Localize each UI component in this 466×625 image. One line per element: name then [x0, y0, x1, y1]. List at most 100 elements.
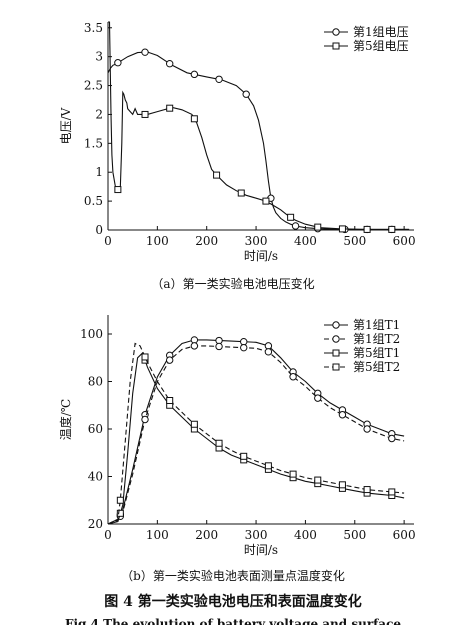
- voltage-data-point: [215, 75, 223, 83]
- voltage-data-point: [141, 110, 149, 118]
- voltage-data-point: [242, 90, 250, 98]
- temperature-legend-marker: [332, 321, 340, 329]
- temperature-data-point: [289, 470, 297, 478]
- voltage-data-point: [165, 59, 174, 68]
- temperature-legend-label: 第1组T2: [353, 332, 400, 346]
- voltage-series-1: [107, 48, 410, 234]
- temperature-data-point: [388, 488, 396, 496]
- temperature-data-point: [116, 496, 124, 504]
- temperature-x-tick-label: 200: [195, 528, 218, 542]
- temperature-x-tick-label: 500: [343, 528, 366, 542]
- voltage-x-tick-label: 100: [146, 234, 169, 248]
- voltage-y-tick-label: 1: [95, 165, 103, 179]
- voltage-legend-marker: [332, 42, 340, 50]
- voltage-data-point: [190, 70, 199, 79]
- temperature-data-point: [363, 486, 371, 494]
- voltage-data-point: [287, 213, 295, 221]
- temperature-data-point: [165, 356, 174, 364]
- temperature-y-tick-label: 80: [88, 375, 103, 389]
- voltage-data-point: [363, 225, 371, 233]
- temperature-series-line: [107, 352, 405, 525]
- temperature-y-tick-label: 60: [88, 422, 103, 436]
- temperature-data-point: [314, 394, 322, 402]
- voltage-x-tick-label: 0: [104, 234, 112, 248]
- voltage-data-point: [114, 186, 122, 194]
- voltage-y-tick-label: 0.5: [84, 194, 103, 208]
- temperature-x-tick-label: 0: [104, 528, 112, 542]
- temperature-series-line: [107, 345, 405, 525]
- temperature-data-point: [141, 353, 149, 361]
- voltage-series-line: [108, 21, 410, 230]
- temperature-data-point: [116, 509, 124, 517]
- voltage-data-point: [114, 59, 122, 67]
- temperature-y-tick-label: 100: [80, 327, 103, 341]
- temperature-chart: 0 100 200 300 400 500 600 20 40 60 80 100 时间/s 温度/℃ 第1…: [58, 315, 416, 557]
- temperature-data-point: [190, 420, 198, 428]
- voltage-x-tick-label: 500: [343, 234, 366, 248]
- temperature-x-tick-label: 300: [245, 528, 268, 542]
- temperature-data-point: [240, 452, 248, 460]
- temperature-data-point: [264, 462, 272, 470]
- temperature-legend-label: 第5组T1: [353, 346, 400, 360]
- temperature-data-point: [338, 481, 346, 489]
- voltage-chart: 0 100 200 300 400 500 600 0 0.5 1 1.5 2 2.5 3 3.5 时间/s 电…: [59, 21, 416, 263]
- temperature-legend-label: 第1组T1: [353, 318, 400, 332]
- voltage-subcaption: （a）第一类实验电池电压变化: [151, 276, 314, 291]
- voltage-y-tick-label: 2: [95, 107, 103, 121]
- temperature-series-2: [107, 342, 405, 525]
- temperature-legend-marker: [332, 335, 340, 343]
- temperature-legend-marker: [332, 349, 340, 357]
- temperature-subcaption: （b）第一类实验电池表面测量点温度变化: [121, 568, 345, 583]
- voltage-y-tick-label: 2.5: [84, 79, 103, 93]
- voltage-y-tick-label: 1.5: [84, 136, 103, 150]
- temperature-data-point: [215, 342, 223, 351]
- temperature-data-point: [141, 415, 149, 424]
- voltage-legend-label: 第1组电压: [353, 25, 409, 39]
- temperature-data-point: [314, 476, 322, 484]
- temperature-x-axis-label: 时间/s: [244, 543, 278, 557]
- voltage-data-point: [388, 225, 396, 233]
- temperature-legend-marker: [332, 363, 340, 371]
- temperature-y-axis-label: 温度/℃: [58, 399, 73, 440]
- voltage-x-tick-label: 400: [294, 234, 317, 248]
- temperature-series-line: [107, 339, 405, 525]
- temperature-x-tick-label: 600: [393, 528, 416, 542]
- voltage-legend-marker: [332, 28, 340, 36]
- voltage-series-line: [107, 51, 410, 230]
- voltage-x-tick-label: 200: [195, 234, 218, 248]
- temperature-x-tick-label: 100: [146, 528, 169, 542]
- temperature-data-point: [363, 425, 371, 433]
- voltage-data-point: [262, 197, 270, 205]
- temperature-series-3: [107, 352, 405, 525]
- voltage-x-tick-label: 300: [245, 234, 268, 248]
- temperature-data-point: [264, 348, 273, 356]
- voltage-y-tick-label: 3: [95, 50, 103, 64]
- voltage-x-axis-label: 时间/s: [244, 249, 278, 263]
- temperature-legend-label: 第5组T2: [353, 360, 400, 374]
- voltage-data-point: [237, 189, 245, 197]
- temperature-y-tick-label: 40: [88, 470, 103, 484]
- voltage-series-2: [108, 21, 410, 233]
- voltage-data-point: [166, 104, 174, 112]
- figure-title: 图 4 第一类实验电池电压和表面温度变化: [104, 593, 362, 610]
- temperature-data-point: [166, 397, 174, 404]
- voltage-legend-label: 第5组电压: [353, 39, 409, 53]
- voltage-y-tick-label: 3.5: [84, 21, 103, 35]
- temperature-y-tick-label: 20: [88, 517, 103, 531]
- temperature-data-point: [289, 373, 297, 381]
- temperature-data-point: [388, 434, 396, 443]
- temperature-data-point: [190, 342, 199, 350]
- temperature-x-tick-label: 400: [294, 528, 317, 542]
- voltage-data-point: [338, 225, 346, 233]
- voltage-data-point: [314, 223, 322, 231]
- temperature-data-point: [338, 411, 347, 419]
- temperature-data-point: [240, 343, 248, 352]
- voltage-data-point: [291, 222, 300, 230]
- voltage-x-tick-label: 600: [393, 234, 416, 248]
- voltage-data-point: [213, 171, 221, 179]
- voltage-data-point: [190, 115, 198, 123]
- voltage-data-point: [141, 48, 149, 56]
